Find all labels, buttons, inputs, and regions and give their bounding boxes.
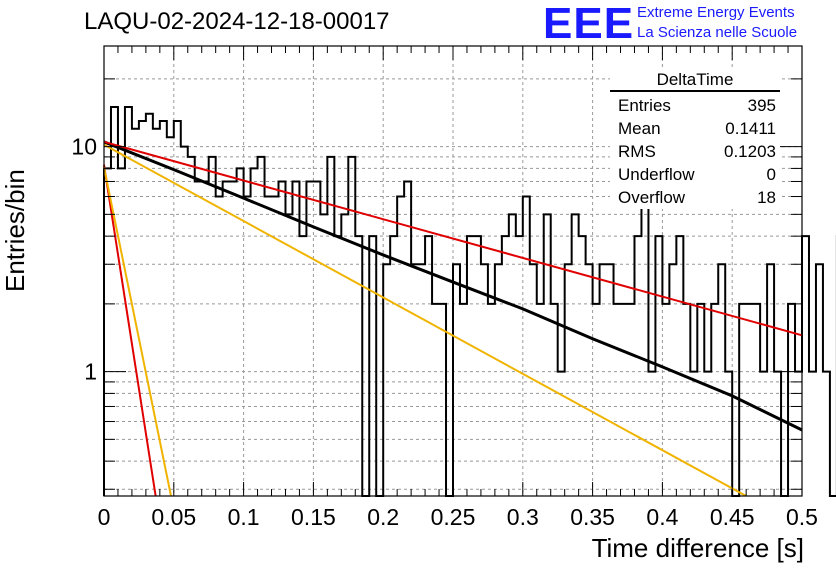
eee-logo: EEE <box>543 0 635 48</box>
page-title: LAQU-02-2024-12-18-00017 <box>84 8 390 35</box>
x-tick-label: 0.35 <box>570 504 615 530</box>
stats-box: DeltaTime Entries 395 Mean 0.1411 RMS 0.120… <box>610 70 780 209</box>
stats-title: DeltaTime <box>610 70 780 92</box>
x-tick-label: 0.1 <box>228 504 260 530</box>
stats-value: 0.1203 <box>724 142 776 161</box>
x-tick-label: 0.45 <box>710 504 755 530</box>
y-axis-title-wrap: Entries/bin <box>0 169 36 330</box>
stats-value: 0 <box>766 165 776 184</box>
logo-line-1: Extreme Energy Events <box>637 4 795 21</box>
series-line-fast-lower <box>103 167 172 497</box>
x-tick-label: 0.05 <box>151 504 196 530</box>
series-line-lower <box>103 143 747 497</box>
stats-row: Overflow 18 <box>610 186 780 209</box>
x-axis-title: Time difference [s] <box>591 533 804 563</box>
stats-label: Mean <box>618 119 661 138</box>
y-tick-label: 1 <box>84 359 97 385</box>
y-axis-title: Entries/bin <box>0 169 30 292</box>
logo-line-2: La Scienza nelle Scuole <box>637 24 798 41</box>
stats-row: Mean 0.1411 <box>610 117 780 140</box>
series-line-fast-upper <box>103 164 157 497</box>
y-tick-label: 10 <box>71 134 97 160</box>
x-tick-label: 0.15 <box>291 504 336 530</box>
x-tick-label: 0 <box>98 504 111 530</box>
x-tick-label: 0.3 <box>507 504 539 530</box>
x-tick-label: 0.4 <box>646 504 678 530</box>
stats-row: Entries 395 <box>610 94 780 117</box>
series-line-fit <box>103 140 803 432</box>
stats-label: Underflow <box>618 165 695 184</box>
stats-row: Underflow 0 <box>610 163 780 186</box>
stats-label: RMS <box>618 142 656 161</box>
stats-value: 0.1411 <box>725 119 776 138</box>
stats-value: 18 <box>757 188 776 207</box>
stats-label: Overflow <box>618 188 686 207</box>
stats-row: RMS 0.1203 <box>610 140 780 163</box>
x-tick-label: 0.25 <box>431 504 476 530</box>
histogram-path <box>103 105 836 497</box>
stats-label: Entries <box>618 96 671 115</box>
stats-value: 395 <box>747 96 776 115</box>
x-tick-label: 0.2 <box>367 504 399 530</box>
series-line-upper <box>103 140 803 337</box>
x-tick-label: 0.5 <box>786 504 818 530</box>
